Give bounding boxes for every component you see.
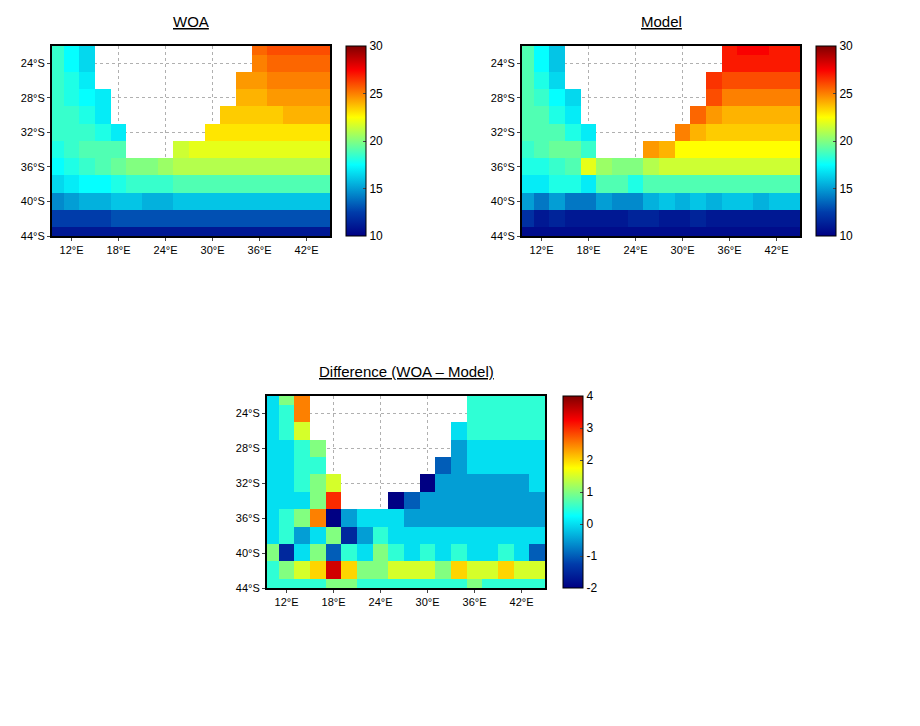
svg-text:18°E: 18°E <box>107 244 131 256</box>
svg-text:4: 4 <box>586 389 593 403</box>
svg-text:28°S: 28°S <box>21 92 45 104</box>
svg-text:24°E: 24°E <box>624 244 648 256</box>
svg-text:30°E: 30°E <box>201 244 225 256</box>
svg-text:2: 2 <box>586 453 593 467</box>
svg-text:42°E: 42°E <box>765 244 789 256</box>
svg-text:3: 3 <box>586 421 593 435</box>
svg-text:20: 20 <box>369 134 383 148</box>
svg-text:30: 30 <box>369 39 383 53</box>
svg-text:36°E: 36°E <box>248 244 272 256</box>
svg-text:25: 25 <box>369 87 383 101</box>
svg-text:24°S: 24°S <box>491 57 515 69</box>
svg-text:18°E: 18°E <box>322 596 346 608</box>
svg-text:WOA: WOA <box>173 13 209 30</box>
svg-text:40°S: 40°S <box>236 547 260 559</box>
svg-text:24°E: 24°E <box>154 244 178 256</box>
svg-text:42°E: 42°E <box>295 244 319 256</box>
svg-text:30°E: 30°E <box>416 596 440 608</box>
svg-text:10: 10 <box>369 229 383 243</box>
svg-text:15: 15 <box>369 182 383 196</box>
svg-text:Difference (WOA – Model): Difference (WOA – Model) <box>319 363 494 380</box>
svg-text:36°S: 36°S <box>21 161 45 173</box>
svg-text:-2: -2 <box>586 581 597 595</box>
svg-text:36°S: 36°S <box>236 512 260 524</box>
svg-text:30: 30 <box>839 39 853 53</box>
svg-text:36°E: 36°E <box>718 244 742 256</box>
svg-text:44°S: 44°S <box>236 582 260 594</box>
svg-text:24°S: 24°S <box>21 57 45 69</box>
svg-text:25: 25 <box>839 87 853 101</box>
svg-text:24°S: 24°S <box>236 407 260 419</box>
svg-text:18°E: 18°E <box>577 244 601 256</box>
svg-text:15: 15 <box>839 182 853 196</box>
svg-text:12°E: 12°E <box>275 596 299 608</box>
svg-text:10: 10 <box>839 229 853 243</box>
svg-text:40°S: 40°S <box>491 195 515 207</box>
svg-text:28°S: 28°S <box>236 442 260 454</box>
svg-text:12°E: 12°E <box>530 244 554 256</box>
svg-text:12°E: 12°E <box>60 244 84 256</box>
svg-text:-1: -1 <box>586 549 597 563</box>
svg-text:42°E: 42°E <box>510 596 534 608</box>
svg-text:36°S: 36°S <box>491 161 515 173</box>
svg-text:32°S: 32°S <box>21 126 45 138</box>
svg-text:36°E: 36°E <box>463 596 487 608</box>
svg-text:Model: Model <box>641 13 682 30</box>
svg-text:30°E: 30°E <box>671 244 695 256</box>
svg-text:32°S: 32°S <box>491 126 515 138</box>
svg-text:0: 0 <box>586 517 593 531</box>
svg-text:1: 1 <box>586 485 593 499</box>
svg-text:44°S: 44°S <box>491 230 515 242</box>
svg-text:20: 20 <box>839 134 853 148</box>
svg-text:32°S: 32°S <box>236 477 260 489</box>
svg-text:24°E: 24°E <box>369 596 393 608</box>
svg-text:40°S: 40°S <box>21 195 45 207</box>
svg-text:28°S: 28°S <box>491 92 515 104</box>
svg-text:44°S: 44°S <box>21 230 45 242</box>
